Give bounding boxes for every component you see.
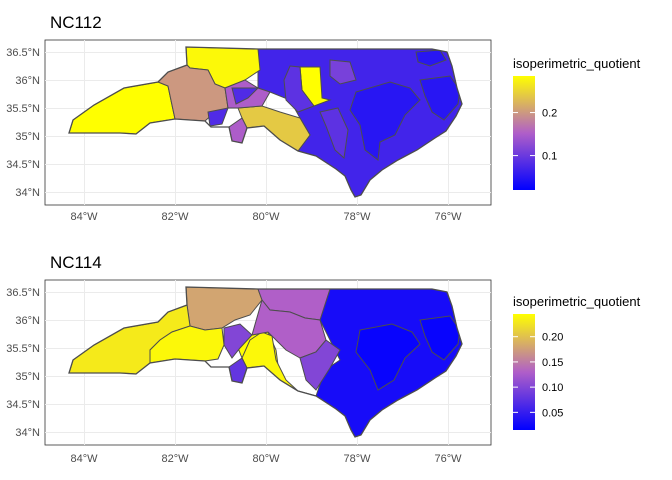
map-panel-nc114: NC114 36.5°N 36°N 35.5°N 35°N 34.5°N 34°… xyxy=(6,253,640,465)
legend-tick-label: 0.20 xyxy=(542,332,563,344)
x-axis: 84°W 82°W 80°W 78°W 76°W xyxy=(70,211,462,223)
y-tick-label: 36°N xyxy=(15,315,40,327)
x-tick-label: 84°W xyxy=(70,453,98,465)
district-12 xyxy=(419,315,461,361)
x-tick-label: 82°W xyxy=(161,453,189,465)
x-tick-label: 84°W xyxy=(70,211,98,223)
state-outline xyxy=(68,286,463,438)
y-tick-label: 36.5°N xyxy=(6,47,40,59)
legend: isoperimetric_quotient 0.05 0.10 0.15 0.20 xyxy=(513,294,641,430)
x-tick-label: 80°W xyxy=(252,211,280,223)
district-fills xyxy=(69,47,462,197)
state-outline xyxy=(68,46,463,198)
legend-tick-label: 0.2 xyxy=(542,108,557,120)
district-12 xyxy=(283,65,315,113)
y-tick-label: 34°N xyxy=(15,187,40,199)
district-11 xyxy=(355,323,421,391)
y-tick-label: 34°N xyxy=(15,427,40,439)
x-tick-label: 82°W xyxy=(161,211,189,223)
legend-tick-label: 0.1 xyxy=(542,151,557,163)
district-13 xyxy=(329,59,357,85)
y-tick-label: 35.5°N xyxy=(6,343,40,355)
y-tick-label: 34.5°N xyxy=(6,159,40,171)
x-tick-label: 78°W xyxy=(343,453,371,465)
color-bar xyxy=(513,314,535,430)
y-tick-label: 35.5°N xyxy=(6,103,40,115)
x-tick-label: 76°W xyxy=(434,453,462,465)
x-tick-label: 76°W xyxy=(434,211,462,223)
x-axis: 84°W 82°W 80°W 78°W 76°W xyxy=(70,453,462,465)
y-tick-label: 36.5°N xyxy=(6,287,40,299)
district-8 xyxy=(349,81,421,161)
district-9 xyxy=(419,75,461,121)
y-tick-label: 35°N xyxy=(15,371,40,383)
district-14 xyxy=(319,107,349,159)
panel-title: NC112 xyxy=(50,13,102,32)
legend-title: isoperimetric_quotient xyxy=(513,294,641,309)
color-bar xyxy=(513,76,535,190)
district-13 xyxy=(299,339,341,391)
legend-ticks: 0.1 0.2 xyxy=(513,108,557,163)
map-panel-nc112: NC112 36.5°N 36°N 35.5°N 35°N 34.5°N 34°… xyxy=(6,13,640,223)
y-tick-label: 35°N xyxy=(15,131,40,143)
district-9 xyxy=(223,323,253,359)
congressional-districts xyxy=(68,286,463,438)
y-tick-label: 36°N xyxy=(15,75,40,87)
x-tick-label: 80°W xyxy=(252,453,280,465)
congressional-districts xyxy=(68,46,463,198)
legend-tick-label: 0.15 xyxy=(542,357,563,369)
legend-tick-label: 0.10 xyxy=(542,382,563,394)
legend-ticks: 0.05 0.10 0.15 0.20 xyxy=(513,332,563,419)
legend-title: isoperimetric_quotient xyxy=(513,56,641,71)
y-axis: 36.5°N 36°N 35.5°N 35°N 34.5°N 34°N xyxy=(6,287,40,439)
legend: isoperimetric_quotient 0.1 0.2 xyxy=(513,56,641,190)
district-fills xyxy=(69,287,462,437)
legend-tick-label: 0.05 xyxy=(542,407,563,419)
panel-title: NC114 xyxy=(50,253,102,272)
district-15 xyxy=(231,87,260,105)
x-tick-label: 78°W xyxy=(343,211,371,223)
y-axis: 36.5°N 36°N 35.5°N 35°N 34.5°N 34°N xyxy=(6,47,40,199)
y-tick-label: 34.5°N xyxy=(6,399,40,411)
district-16 xyxy=(207,107,229,127)
